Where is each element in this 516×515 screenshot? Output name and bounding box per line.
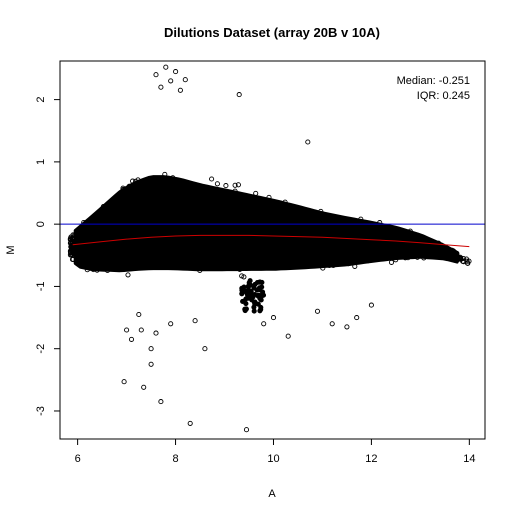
- outlier-point: [153, 72, 159, 78]
- outlier-point: [124, 327, 130, 333]
- outlier-point: [153, 330, 159, 336]
- point: [246, 292, 252, 298]
- outlier-point: [182, 77, 188, 83]
- point: [252, 281, 258, 287]
- y-tick-label: -1: [35, 282, 47, 292]
- plot-frame: [59, 60, 486, 440]
- point: [465, 260, 471, 266]
- point: [125, 272, 131, 278]
- data-points: [67, 64, 472, 433]
- outlier-point: [141, 384, 147, 390]
- point: [232, 182, 238, 188]
- x-tick-label: 12: [365, 453, 377, 465]
- outlier-point: [163, 64, 169, 70]
- point: [241, 274, 247, 280]
- outlier-point: [128, 336, 135, 342]
- outlier-point: [138, 327, 144, 333]
- outlier-point: [285, 333, 291, 339]
- outlier-point: [148, 361, 154, 367]
- outlier-point: [305, 139, 311, 145]
- point: [247, 282, 253, 288]
- point: [209, 176, 215, 182]
- outlier-point: [270, 315, 277, 321]
- x-axis: 6 8 10 12 14: [75, 439, 475, 465]
- outlier-point: [187, 420, 193, 426]
- outlier-point: [148, 346, 154, 352]
- outlier-point: [236, 92, 242, 98]
- outlier-point: [202, 346, 208, 352]
- outlier-point: [354, 315, 360, 321]
- y-tick-label: 1: [35, 159, 47, 165]
- x-tick-label: 6: [75, 453, 81, 465]
- outlier-point: [261, 321, 267, 327]
- outlier-point: [192, 318, 198, 324]
- x-axis-label: A: [268, 488, 276, 500]
- outlier-point: [329, 321, 335, 327]
- y-tick-label: -2: [35, 344, 47, 354]
- outlier-point: [158, 399, 164, 405]
- outlier-point: [168, 321, 174, 327]
- point: [249, 297, 255, 303]
- point: [223, 183, 229, 189]
- y-tick-label: 2: [35, 97, 47, 103]
- point: [242, 308, 248, 314]
- y-tick-label: 0: [35, 221, 47, 227]
- outlier-point: [168, 78, 174, 84]
- point: [259, 279, 265, 285]
- point-cloud-core: [73, 175, 459, 273]
- point: [235, 182, 241, 188]
- chart-title: Dilutions Dataset (array 20B v 10A): [164, 25, 380, 40]
- outlier-point: [243, 427, 250, 433]
- outlier-point: [368, 302, 374, 308]
- point: [243, 301, 249, 307]
- outlier-point: [344, 324, 350, 330]
- outlier-point: [314, 308, 321, 314]
- point: [248, 288, 254, 294]
- iqr-annotation: IQR: 0.245: [417, 90, 470, 102]
- outlier-point: [177, 87, 183, 93]
- loess-fit-line: [72, 234, 470, 248]
- x-tick-label: 8: [172, 453, 178, 465]
- outlier-point: [136, 311, 142, 318]
- fit-lines: [60, 223, 485, 248]
- point: [239, 291, 245, 297]
- x-tick-label: 10: [267, 453, 279, 465]
- point: [251, 304, 257, 310]
- point: [258, 294, 264, 300]
- point: [258, 306, 264, 312]
- point: [257, 287, 263, 293]
- x-tick-label: 14: [463, 453, 475, 465]
- y-tick-label: -3: [35, 406, 47, 416]
- median-annotation: Median: -0.251: [397, 75, 470, 87]
- point: [214, 181, 220, 187]
- outlier-point: [121, 379, 127, 385]
- y-axis: -3 -2 -1 0 1 2: [35, 97, 60, 416]
- outlier-point: [158, 84, 164, 90]
- y-axis-label: M: [5, 245, 17, 254]
- outlier-point: [173, 69, 179, 75]
